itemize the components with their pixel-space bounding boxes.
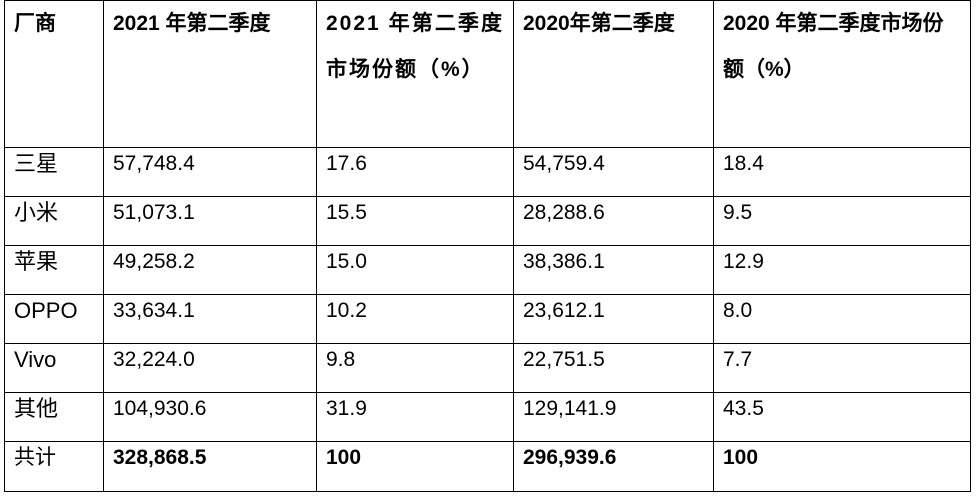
header-vendor: 厂商 [4,0,104,148]
header-2020-q2: 2020年第二季度 [513,0,714,148]
value-cell: 23,612.1 [513,294,714,344]
value-cell: 8.0 [713,294,971,344]
table-row: 小米 51,073.1 15.5 28,288.6 9.5 [4,196,971,246]
value-cell: 10.2 [316,294,514,344]
value-cell: 22,751.5 [513,343,714,393]
table-row: 其他 104,930.6 31.9 129,141.9 43.5 [4,392,971,442]
value-cell: 57,748.4 [103,147,317,197]
value-cell: 32,224.0 [103,343,317,393]
total-row: 共计 328,868.5 100 296,939.6 100 [4,441,971,492]
value-cell: 12.9 [713,245,971,295]
value-cell: 17.6 [316,147,514,197]
value-cell: 15.0 [316,245,514,295]
value-cell: 9.5 [713,196,971,246]
vendor-cell: 苹果 [4,245,104,295]
vendor-cell: 其他 [4,392,104,442]
shipment-table: 厂商 2021 年第二季度 2021 年第二季度市场份额（%） 2020年第二季… [4,0,971,492]
total-2020-q2-share: 100 [713,441,971,492]
value-cell: 31.9 [316,392,514,442]
value-cell: 129,141.9 [513,392,714,442]
value-cell: 43.5 [713,392,971,442]
header-row: 厂商 2021 年第二季度 2021 年第二季度市场份额（%） 2020年第二季… [4,0,971,148]
total-label: 共计 [4,441,104,492]
value-cell: 49,258.2 [103,245,317,295]
header-2020-q2-share: 2020 年第二季度市场份额（%） [713,0,971,148]
value-cell: 7.7 [713,343,971,393]
vendor-cell: 三星 [4,147,104,197]
table-row: Vivo 32,224.0 9.8 22,751.5 7.7 [4,343,971,393]
table-row: 三星 57,748.4 17.6 54,759.4 18.4 [4,147,971,197]
value-cell: 28,288.6 [513,196,714,246]
value-cell: 54,759.4 [513,147,714,197]
vendor-cell: 小米 [4,196,104,246]
value-cell: 33,634.1 [103,294,317,344]
table-row: 苹果 49,258.2 15.0 38,386.1 12.9 [4,245,971,295]
value-cell: 9.8 [316,343,514,393]
vendor-cell: Vivo [4,343,104,393]
total-2021-q2: 328,868.5 [103,441,317,492]
value-cell: 18.4 [713,147,971,197]
total-2021-q2-share: 100 [316,441,514,492]
table-row: OPPO 33,634.1 10.2 23,612.1 8.0 [4,294,971,344]
total-2020-q2: 296,939.6 [513,441,714,492]
value-cell: 51,073.1 [103,196,317,246]
header-2021-q2: 2021 年第二季度 [103,0,317,148]
header-2021-q2-share: 2021 年第二季度市场份额（%） [316,0,514,148]
value-cell: 15.5 [316,196,514,246]
vendor-cell: OPPO [4,294,104,344]
value-cell: 104,930.6 [103,392,317,442]
value-cell: 38,386.1 [513,245,714,295]
